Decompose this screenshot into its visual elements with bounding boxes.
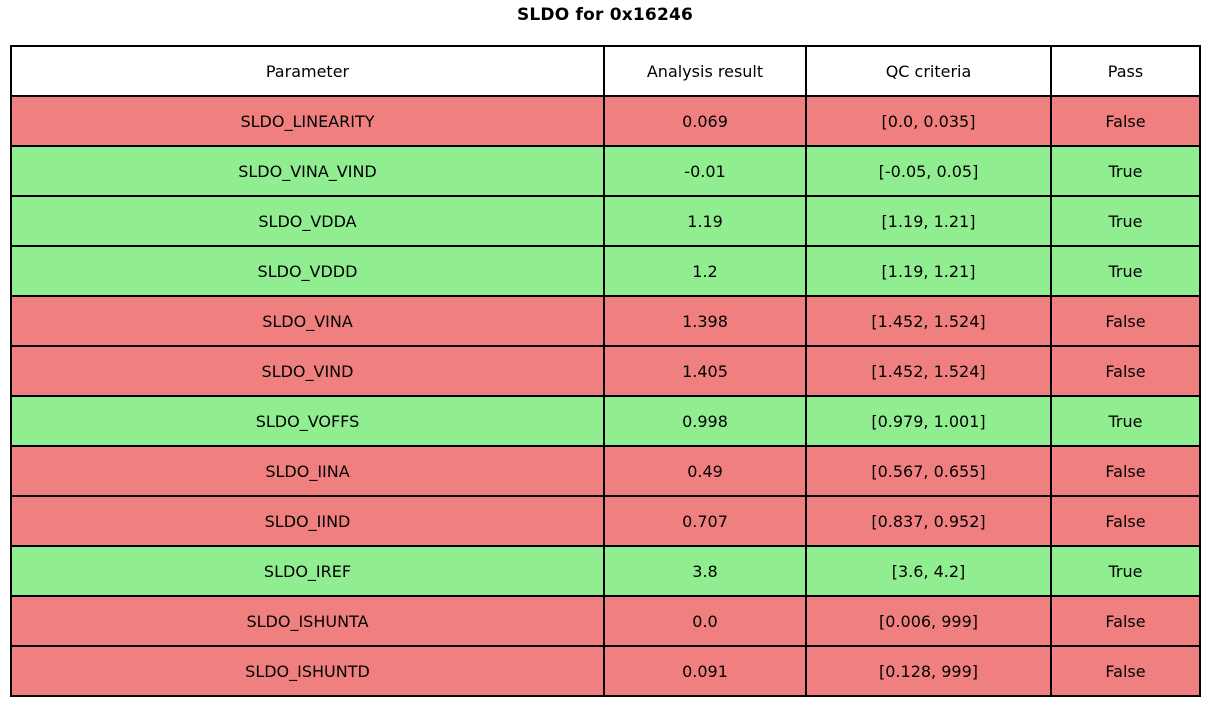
cell-qc-criteria: [1.452, 1.524]: [805, 345, 1052, 397]
cell-parameter: SLDO_VDDA: [10, 195, 605, 247]
cell-pass: True: [1050, 145, 1201, 197]
column-header-parameter: Parameter: [10, 45, 605, 97]
page-title: SLDO for 0x16246: [516, 5, 694, 25]
cell-analysis-result: 1.19: [603, 195, 807, 247]
cell-analysis-result: 1.405: [603, 345, 807, 397]
cell-qc-criteria: [0.128, 999]: [805, 645, 1052, 697]
cell-parameter: SLDO_VINA_VIND: [10, 145, 605, 197]
cell-analysis-result: 0.091: [603, 645, 807, 697]
table-row: SLDO_ISHUNTD 0.091 [0.128, 999] False: [10, 645, 1201, 697]
cell-parameter: SLDO_LINEARITY: [10, 95, 605, 147]
column-header-pass: Pass: [1050, 45, 1201, 97]
cell-parameter: SLDO_VINA: [10, 295, 605, 347]
table-row: SLDO_VINA 1.398 [1.452, 1.524] False: [10, 295, 1201, 347]
table-row: SLDO_VDDD 1.2 [1.19, 1.21] True: [10, 245, 1201, 297]
cell-qc-criteria: [0.837, 0.952]: [805, 495, 1052, 547]
cell-pass: False: [1050, 345, 1201, 397]
table-row: SLDO_VIND 1.405 [1.452, 1.524] False: [10, 345, 1201, 397]
cell-analysis-result: 0.998: [603, 395, 807, 447]
cell-qc-criteria: [3.6, 4.2]: [805, 545, 1052, 597]
cell-parameter: SLDO_VDDD: [10, 245, 605, 297]
cell-pass: True: [1050, 395, 1201, 447]
cell-qc-criteria: [0.567, 0.655]: [805, 445, 1052, 497]
table-body: SLDO_LINEARITY 0.069 [0.0, 0.035] False SLDO…: [10, 95, 1201, 697]
cell-analysis-result: 0.707: [603, 495, 807, 547]
cell-pass: True: [1050, 245, 1201, 297]
cell-analysis-result: 0.069: [603, 95, 807, 147]
table-row: SLDO_IIND 0.707 [0.837, 0.952] False: [10, 495, 1201, 547]
cell-qc-criteria: [0.006, 999]: [805, 595, 1052, 647]
cell-pass: False: [1050, 645, 1201, 697]
cell-analysis-result: 1.398: [603, 295, 807, 347]
table-row: SLDO_IINA 0.49 [0.567, 0.655] False: [10, 445, 1201, 497]
cell-analysis-result: 1.2: [603, 245, 807, 297]
cell-qc-criteria: [-0.05, 0.05]: [805, 145, 1052, 197]
cell-pass: False: [1050, 445, 1201, 497]
cell-pass: False: [1050, 295, 1201, 347]
cell-analysis-result: 3.8: [603, 545, 807, 597]
cell-pass: True: [1050, 195, 1201, 247]
qc-results-table: Parameter Analysis result QC criteria Pa…: [10, 45, 1201, 697]
cell-pass: False: [1050, 495, 1201, 547]
header-row: Parameter Analysis result QC criteria Pa…: [10, 45, 1201, 97]
cell-analysis-result: 0.49: [603, 445, 807, 497]
table-row: SLDO_VOFFS 0.998 [0.979, 1.001] True: [10, 395, 1201, 447]
cell-parameter: SLDO_VOFFS: [10, 395, 605, 447]
table-row: SLDO_LINEARITY 0.069 [0.0, 0.035] False: [10, 95, 1201, 147]
table-row: SLDO_ISHUNTA 0.0 [0.006, 999] False: [10, 595, 1201, 647]
cell-qc-criteria: [1.19, 1.21]: [805, 245, 1052, 297]
cell-parameter: SLDO_IREF: [10, 545, 605, 597]
cell-pass: True: [1050, 545, 1201, 597]
cell-pass: False: [1050, 595, 1201, 647]
cell-parameter: SLDO_IINA: [10, 445, 605, 497]
cell-parameter: SLDO_ISHUNTA: [10, 595, 605, 647]
cell-qc-criteria: [0.0, 0.035]: [805, 95, 1052, 147]
column-header-analysis-result: Analysis result: [603, 45, 807, 97]
table-row: SLDO_VDDA 1.19 [1.19, 1.21] True: [10, 195, 1201, 247]
cell-analysis-result: 0.0: [603, 595, 807, 647]
cell-parameter: SLDO_VIND: [10, 345, 605, 397]
cell-parameter: SLDO_ISHUNTD: [10, 645, 605, 697]
table-header: Parameter Analysis result QC criteria Pa…: [10, 45, 1201, 97]
table-row: SLDO_IREF 3.8 [3.6, 4.2] True: [10, 545, 1201, 597]
table-row: SLDO_VINA_VIND -0.01 [-0.05, 0.05] True: [10, 145, 1201, 197]
cell-qc-criteria: [1.19, 1.21]: [805, 195, 1052, 247]
column-header-qc-criteria: QC criteria: [805, 45, 1052, 97]
cell-pass: False: [1050, 95, 1201, 147]
cell-qc-criteria: [1.452, 1.524]: [805, 295, 1052, 347]
cell-parameter: SLDO_IIND: [10, 495, 605, 547]
cell-qc-criteria: [0.979, 1.001]: [805, 395, 1052, 447]
cell-analysis-result: -0.01: [603, 145, 807, 197]
